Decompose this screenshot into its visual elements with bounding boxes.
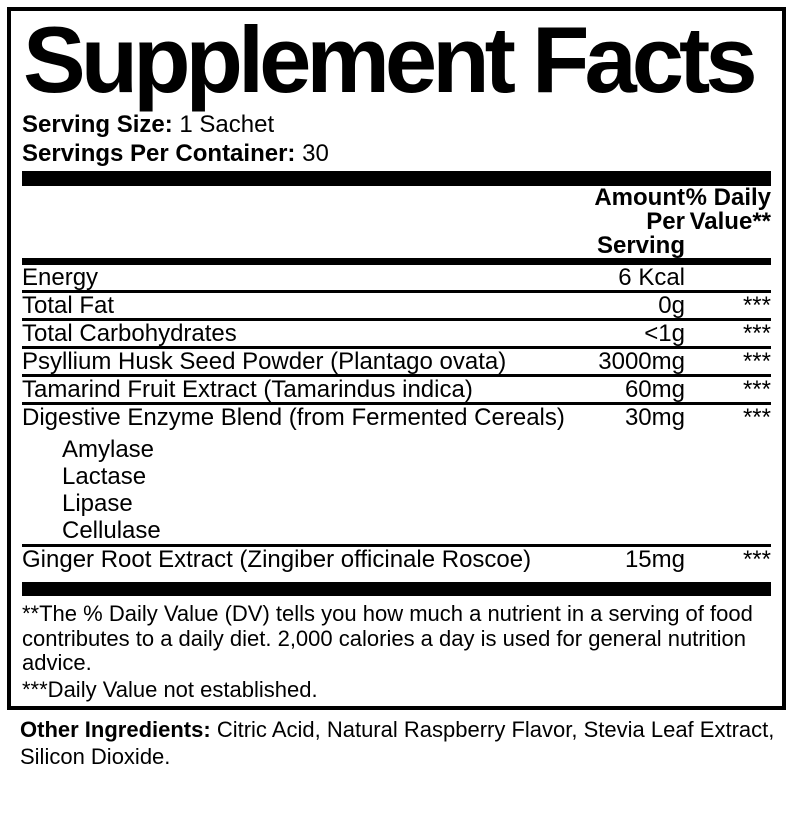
table-row: Ginger Root Extract (Zingiber officinale… (22, 546, 771, 583)
nutrient-amount: 60mg (573, 375, 685, 406)
daily-value-footnote: **The % Daily Value (DV) tells you how m… (22, 601, 753, 676)
table-row: Psyllium Husk Seed Powder (Plantago ovat… (22, 347, 771, 378)
supplement-facts-panel: Supplement Facts Serving Size: 1 Sachet … (7, 7, 786, 711)
nutrition-table: Amount Per Serving % Daily Value** Energ… (22, 186, 771, 582)
serving-size-value: 1 Sachet (179, 111, 275, 139)
header-dv-line1: % Daily (685, 184, 771, 212)
serving-size-label: Serving Size: (22, 111, 173, 139)
table-row: Tamarind Fruit Extract (Tamarindus indic… (22, 375, 771, 406)
servings-per-container-label: Servings Per Container: (22, 140, 296, 168)
header-name-spacer (22, 186, 573, 266)
table-row: Energy 6 Kcal (22, 261, 771, 294)
nutrient-name: Ginger Root Extract (Zingiber officinale… (22, 546, 532, 574)
separator-bar-top (22, 171, 771, 187)
nutrient-amount: 0g (573, 291, 685, 322)
nutrient-dv: *** (685, 291, 771, 322)
enzyme-sub-item: Lipase (62, 490, 133, 518)
table-row: Digestive Enzyme Blend (from Fermented C… (22, 403, 771, 548)
serving-size-line: Serving Size: 1 Sachet (22, 110, 771, 139)
enzyme-sub-list: Amylase Lactase Lipase Cellulase (22, 436, 573, 544)
enzyme-sub-item: Amylase (62, 436, 155, 464)
nutrient-name: Total Carbohydrates (22, 319, 573, 350)
nutrient-name: Tamarind Fruit Extract (Tamarindus indic… (22, 375, 573, 406)
panel-title: Supplement Facts (23, 7, 758, 112)
not-established-footnote: ***Daily Value not established. (22, 676, 318, 702)
nutrient-name: Psyllium Husk Seed Powder (Plantago ovat… (22, 347, 573, 378)
nutrient-name: Energy (22, 261, 573, 294)
nutrient-dv: *** (685, 403, 771, 548)
table-row: Total Carbohydrates <1g *** (22, 319, 771, 350)
header-dv-line2: Value** (689, 208, 771, 236)
nutrient-dv (685, 261, 771, 294)
nutrient-dv: *** (685, 319, 771, 350)
enzyme-sub-item: Cellulase (62, 517, 161, 545)
nutrient-dv: *** (685, 347, 771, 378)
nutrient-name: Total Fat (22, 291, 573, 322)
nutrient-name: Digestive Enzyme Blend (from Fermented C… (22, 403, 573, 548)
other-ingredients: Other Ingredients: Citric Acid, Natural … (20, 716, 780, 770)
header-daily-value: % Daily Value** (685, 184, 771, 266)
nutrient-name-text: Digestive Enzyme Blend (from Fermented C… (22, 404, 565, 432)
table-header-row: Amount Per Serving % Daily Value** (22, 184, 771, 266)
other-ingredients-value: Citric Acid, Natural Raspberry Flavor, S… (20, 717, 775, 770)
nutrient-amount: <1g (573, 319, 685, 350)
table-row: Total Fat 0g *** (22, 291, 771, 322)
nutrient-dv: *** (685, 375, 771, 406)
header-amount-line2: Serving (596, 232, 685, 260)
header-amount-line1: Amount Per (594, 184, 685, 236)
nutrient-dv: *** (742, 546, 771, 574)
nutrient-amount: 15mg (624, 546, 685, 574)
nutrient-amount: 3000mg (573, 347, 685, 378)
nutrient-amount: 6 Kcal (573, 261, 685, 294)
separator-bar-bottom (22, 582, 771, 597)
servings-per-container-line: Servings Per Container: 30 (22, 139, 771, 168)
header-amount-per-serving: Amount Per Serving (573, 184, 685, 266)
enzyme-sub-item: Lactase (62, 463, 147, 491)
servings-per-container-value: 30 (302, 140, 329, 168)
other-ingredients-label: Other Ingredients: (20, 717, 211, 743)
nutrient-amount: 30mg (573, 403, 685, 548)
